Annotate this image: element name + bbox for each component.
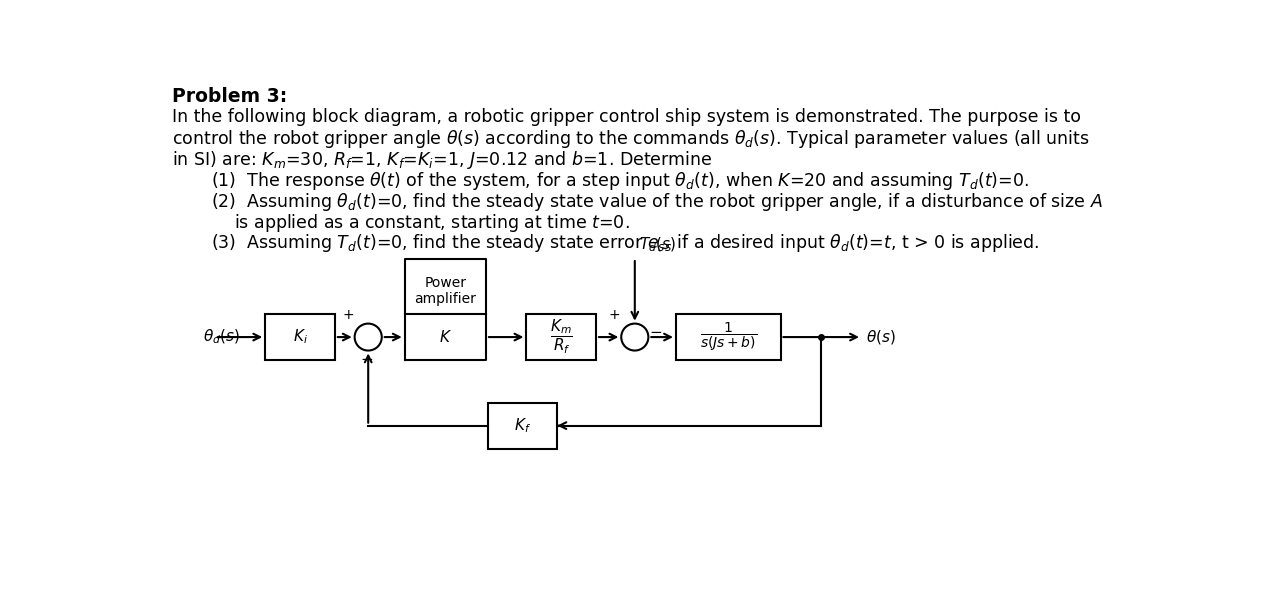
Text: +: +: [343, 308, 354, 322]
Text: (3)  Assuming $T_d(t)$=0, find the steady state error $e_{ss}$ if a desired inpu: (3) Assuming $T_d(t)$=0, find the steady…: [211, 232, 1039, 254]
Bar: [265, 314, 335, 360]
Text: amplifier: amplifier: [415, 292, 476, 306]
Text: $K$: $K$: [439, 329, 452, 345]
Text: $\dfrac{1}{s(Js+b)}$: $\dfrac{1}{s(Js+b)}$: [700, 321, 756, 353]
Bar: [675, 314, 781, 360]
Text: in SI) are: $K_m$=30, $R_f$=1, $K_f$=$K_i$=1, $J$=0.12 and $b$=1. Determine: in SI) are: $K_m$=30, $R_f$=1, $K_f$=$K_…: [172, 149, 713, 171]
Text: $K_f$: $K_f$: [514, 416, 532, 435]
Text: $\dfrac{K_m}{R_f}$: $\dfrac{K_m}{R_f}$: [550, 318, 573, 356]
Text: −: −: [650, 325, 661, 340]
Text: In the following block diagram, a robotic gripper control ship system is demonst: In the following block diagram, a roboti…: [172, 108, 1081, 126]
Text: $\theta_d(s)$: $\theta_d(s)$: [203, 328, 240, 347]
Text: $K_i$: $K_i$: [293, 328, 307, 347]
Text: control the robot gripper angle $\theta(s)$ according to the commands $\theta_d(: control the robot gripper angle $\theta(…: [172, 128, 1090, 150]
Text: (1)  The response $\theta(t)$ of the system, for a step input $\theta_d(t)$, whe: (1) The response $\theta(t)$ of the syst…: [211, 170, 1028, 192]
Text: Problem 3:: Problem 3:: [172, 87, 288, 106]
Text: $T_d(s)$: $T_d(s)$: [639, 236, 677, 254]
Text: (2)  Assuming $\theta_d(t)$=0, find the steady state value of the robot gripper : (2) Assuming $\theta_d(t)$=0, find the s…: [211, 191, 1103, 213]
Bar: [488, 402, 557, 449]
Bar: [526, 314, 596, 360]
Text: +: +: [609, 308, 620, 322]
Text: Power: Power: [424, 276, 466, 290]
Bar: [404, 258, 487, 360]
Circle shape: [354, 323, 381, 351]
Circle shape: [621, 323, 648, 351]
Text: $\theta(s)$: $\theta(s)$: [865, 328, 895, 346]
Text: is applied as a constant, starting at time $t$=0.: is applied as a constant, starting at ti…: [234, 212, 629, 233]
Text: −: −: [361, 352, 374, 367]
